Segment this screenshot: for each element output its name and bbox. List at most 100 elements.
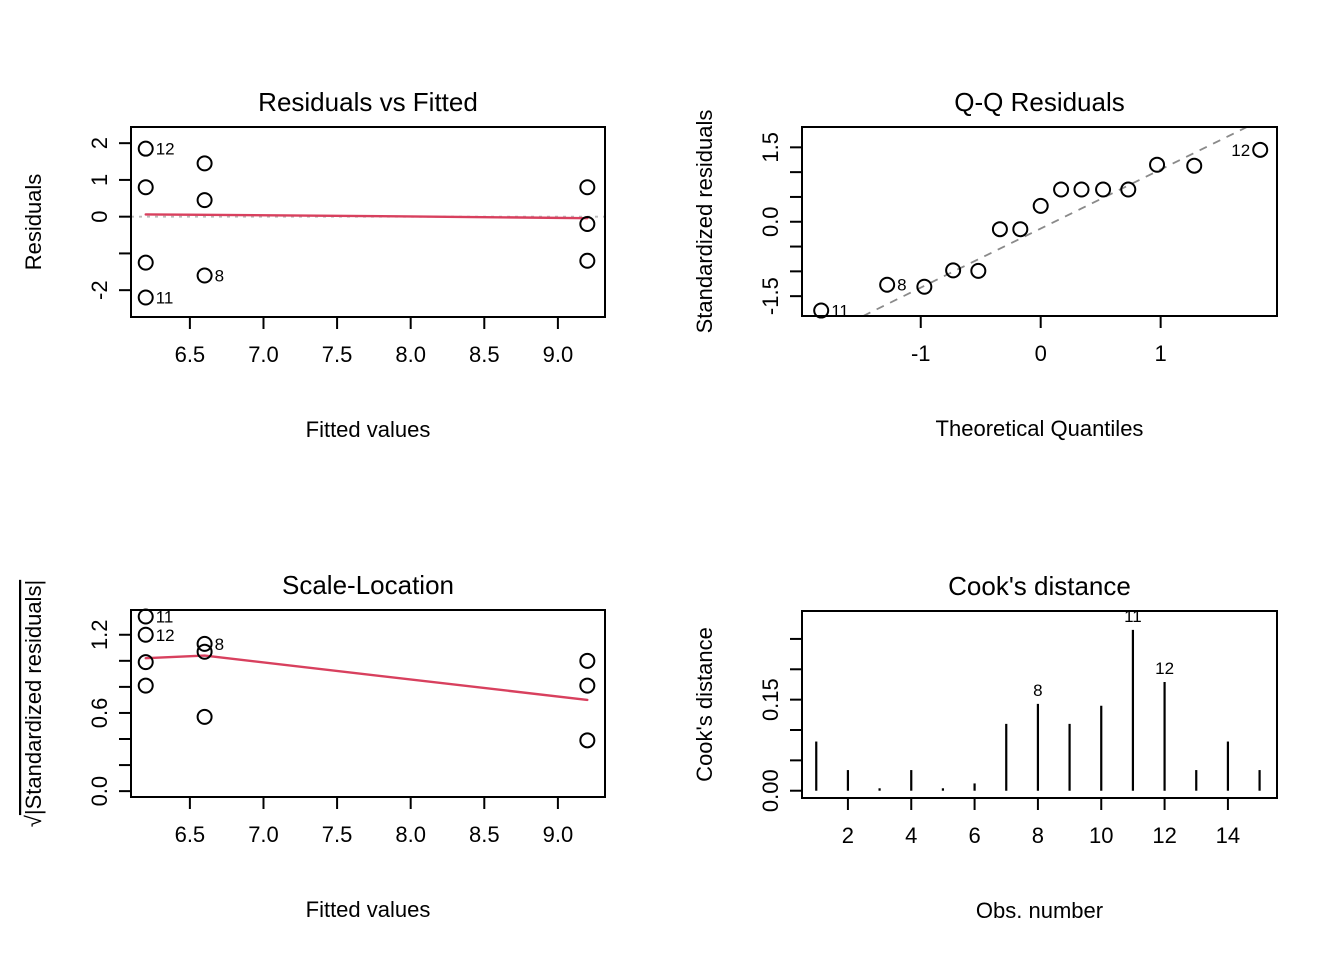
data-point (1053, 181, 1070, 198)
observation-id-label: 8 (897, 276, 906, 295)
y-tick-label: 0.15 (758, 678, 783, 721)
x-axis-label-qq-residuals: Theoretical Quantiles (936, 416, 1144, 441)
data-point (879, 276, 896, 293)
x-axis-label-cooks-distance: Obs. number (976, 898, 1103, 923)
y-axis-label-cooks-distance: Cook's distance (692, 627, 717, 782)
x-tick-label: 8.0 (395, 342, 426, 367)
y-tick-label: -2 (87, 280, 112, 300)
data-point (137, 626, 154, 643)
x-tick-label: -1 (911, 341, 931, 366)
panel-title-residuals-vs-fitted: Residuals vs Fitted (258, 87, 478, 117)
x-tick-label: 12 (1152, 823, 1176, 848)
y-axis-label-qq-residuals: Standardized residuals (692, 110, 717, 334)
data-point (945, 262, 962, 279)
panel-title-cooks-distance: Cook's distance (948, 571, 1131, 601)
data-point (137, 608, 154, 625)
data-point (137, 254, 154, 271)
x-tick-label: 6 (968, 823, 980, 848)
data-point (196, 155, 213, 172)
panel-qq-residuals: Q-Q Residuals -1 0 1 -1.5 0.0 1.5 Theoretical Q… (692, 87, 1278, 441)
y-tick-label: 0 (87, 211, 112, 223)
observation-id-label: 11 (831, 302, 849, 321)
data-point (1012, 221, 1029, 238)
x-tick-label: 9.0 (543, 342, 574, 367)
data-point (1120, 181, 1137, 198)
x-axis-label-scale-location: Fitted values (306, 897, 431, 922)
x-tick-label: 10 (1089, 823, 1113, 848)
y-tick-label: 0.0 (758, 206, 783, 237)
y-tick-label: 1.5 (758, 132, 783, 163)
data-point (1186, 157, 1203, 174)
y-tick-label: 1 (87, 174, 112, 186)
data-point (1149, 156, 1166, 173)
observation-id-label: 11 (1124, 607, 1142, 626)
x-tick-label: 8 (1032, 823, 1044, 848)
panel-title-scale-location: Scale-Location (282, 570, 454, 600)
x-tick-label: 2 (842, 823, 854, 848)
x-tick-label: 14 (1216, 823, 1240, 848)
data-point (579, 252, 596, 269)
observation-id-label: 8 (1033, 681, 1042, 700)
data-point (916, 278, 933, 295)
observation-id-label: 8 (215, 266, 224, 285)
x-tick-label: 7.0 (248, 342, 279, 367)
observation-id-label: 11 (156, 289, 174, 308)
x-axis-label-residuals-vs-fitted: Fitted values (306, 417, 431, 442)
data-point (196, 267, 213, 284)
plot-box-cooks-distance (801, 610, 1278, 799)
data-point (579, 179, 596, 196)
data-point (813, 302, 830, 319)
x-tick-label: 0 (1035, 341, 1047, 366)
panel-title-qq-residuals: Q-Q Residuals (954, 87, 1125, 117)
data-point (137, 677, 154, 694)
x-tick-label: 4 (905, 823, 917, 848)
x-tick-label: 7.5 (322, 822, 353, 847)
data-point (970, 262, 987, 279)
data-point (579, 216, 596, 233)
x-tick-label: 7.5 (322, 342, 353, 367)
smoother-line (144, 213, 589, 220)
y-tick-label: 0.6 (87, 698, 112, 729)
data-point (137, 289, 154, 306)
x-tick-label: 8.0 (395, 822, 426, 847)
data-point (1252, 141, 1269, 158)
data-point (991, 221, 1008, 238)
x-tick-label: 1 (1155, 341, 1167, 366)
observation-id-label: 8 (215, 635, 224, 654)
plot-box-qq-residuals (801, 126, 1278, 317)
data-point (579, 677, 596, 694)
x-tick-label: 8.5 (469, 342, 500, 367)
data-point (1095, 181, 1112, 198)
y-tick-label: 1.2 (87, 619, 112, 650)
x-tick-label: 8.5 (469, 822, 500, 847)
data-point (196, 192, 213, 209)
x-tick-label: 6.5 (175, 822, 206, 847)
y-axis-label-scale-location: √|Standardized residuals| (21, 580, 46, 827)
observation-id-label: 11 (156, 608, 174, 627)
observation-id-label: 12 (156, 626, 175, 645)
y-tick-label: -1.5 (758, 277, 783, 315)
x-tick-label: 6.5 (175, 342, 206, 367)
data-point (579, 652, 596, 669)
data-point (137, 140, 154, 157)
data-point (196, 635, 213, 652)
qq-theoretical-line (862, 126, 1248, 317)
data-point (196, 643, 213, 660)
data-point (579, 732, 596, 749)
y-tick-label: 0.0 (87, 776, 112, 807)
x-tick-label: 9.0 (543, 822, 574, 847)
observation-id-label: 12 (1155, 659, 1174, 678)
panel-scale-location: Scale-Location 6.5 7.0 7.5 8.0 8.5 9.0 0.0 0.6 1.… (21, 570, 606, 922)
plot-box-scale-location (130, 609, 606, 798)
x-tick-label: 7.0 (248, 822, 279, 847)
y-axis-label-residuals-vs-fitted: Residuals (21, 174, 46, 271)
data-point (196, 708, 213, 725)
observation-id-label: 12 (1231, 141, 1250, 160)
data-point (1073, 181, 1090, 198)
observation-id-label: 12 (156, 140, 175, 159)
panel-cooks-distance: Cook's distance 2 4 6 8 10 12 14 0.00 0.15 Obs. nu… (692, 571, 1278, 923)
data-point (137, 654, 154, 671)
plot-box-residuals-vs-fitted (130, 126, 606, 318)
